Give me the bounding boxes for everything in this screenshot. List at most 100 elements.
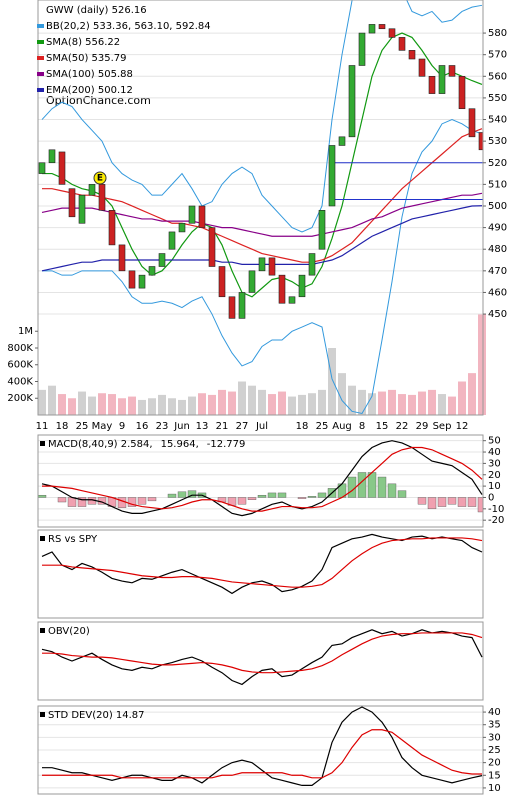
x-tick-label: 18	[56, 421, 69, 432]
indicator-line	[42, 537, 483, 588]
y2-tick-label: 1M	[18, 326, 33, 337]
legend-label: SMA(8) 556.22	[46, 37, 120, 48]
x-tick-label: Sep	[433, 421, 452, 432]
histogram-bar	[317, 492, 327, 498]
histogram-bar	[357, 472, 367, 498]
candle	[68, 188, 76, 218]
histogram-bar	[247, 497, 257, 500]
x-tick-label: 25	[76, 421, 89, 432]
volume-bar	[78, 391, 86, 415]
legend-swatch	[40, 536, 45, 541]
candle	[48, 149, 56, 164]
volume-bar	[228, 391, 236, 415]
volume-bar	[98, 393, 106, 415]
candle	[458, 75, 466, 110]
y-tick-label: 40	[488, 707, 501, 718]
volume-bar	[238, 381, 246, 415]
candle	[308, 253, 316, 276]
legend-swatch	[37, 24, 44, 28]
y-tick-label: 550	[488, 93, 507, 104]
histogram-bar	[127, 497, 137, 507]
volume-bar	[168, 398, 176, 415]
candle	[428, 75, 436, 94]
volume-bar	[368, 393, 376, 415]
x-tick-label: 12	[456, 421, 469, 432]
indicator-line	[41, 629, 483, 686]
histogram-bar	[177, 491, 187, 498]
histogram-bar	[367, 472, 377, 498]
legend-label: EMA(200) 500.12	[46, 85, 133, 96]
candle	[418, 58, 426, 77]
panel-frame	[37, 434, 484, 528]
histogram-bar	[187, 490, 197, 498]
x-tick-label: 15	[376, 421, 389, 432]
candle	[88, 184, 96, 196]
volume-bar	[408, 394, 416, 415]
y-tick-label: 470	[488, 266, 507, 277]
volume-bar	[318, 389, 326, 415]
y-tick-label: 35	[488, 720, 501, 731]
candle	[268, 257, 276, 276]
x-tick-label: 8	[359, 421, 365, 432]
histogram-bar	[267, 492, 277, 498]
legend-swatch	[37, 88, 44, 92]
volume-bar	[38, 389, 46, 415]
histogram-bar	[147, 497, 157, 502]
histogram-bar	[137, 497, 147, 505]
x-tick-label: Jul	[255, 421, 268, 432]
volume-bar	[338, 373, 346, 415]
volume-bar	[128, 396, 136, 415]
histogram-bar	[57, 497, 67, 503]
histogram-bar	[387, 483, 397, 498]
volume-bar	[438, 394, 446, 415]
histogram-bar	[437, 497, 447, 507]
band-lower	[42, 118, 483, 415]
candle	[288, 296, 296, 304]
histogram-bar	[347, 476, 357, 498]
watermark: OptionChance.com	[46, 94, 151, 107]
y-tick-label: 50	[488, 436, 501, 447]
x-tick-label: May	[92, 421, 113, 432]
histogram-bar	[67, 497, 77, 507]
candle	[128, 270, 136, 289]
y2-tick-label: 200K	[7, 393, 33, 404]
volume-bar	[448, 396, 456, 415]
candle	[58, 151, 66, 185]
candle	[298, 274, 306, 298]
y-tick-label: 490	[488, 223, 507, 234]
y-tick-label: 10	[488, 481, 501, 492]
histogram-bar	[447, 497, 457, 505]
candle	[358, 32, 366, 66]
ma-line	[42, 128, 483, 263]
candle	[448, 65, 456, 77]
y-tick-label: 480	[488, 244, 507, 255]
x-tick-label: Jun	[173, 421, 190, 432]
histogram-bar	[417, 497, 427, 505]
y-tick-label: 0	[488, 492, 494, 503]
y2-tick-label: 600K	[7, 360, 33, 371]
histogram-bar	[397, 490, 407, 498]
y-tick-label: 460	[488, 287, 507, 298]
legend-label: 15.964,	[161, 439, 199, 450]
candle	[218, 266, 226, 298]
indicator-line	[42, 706, 483, 787]
volume-bar	[418, 391, 426, 415]
candle	[248, 270, 256, 293]
volume-bar	[458, 381, 466, 415]
y-tick-label: 25	[488, 745, 501, 756]
y-tick-label: 15	[488, 770, 501, 781]
candle	[258, 257, 266, 272]
y-tick-label: 20	[488, 758, 501, 769]
x-tick-label: 18	[296, 421, 309, 432]
band-upper	[41, 0, 483, 233]
y-tick-label: 580	[488, 28, 507, 39]
legend-swatch	[37, 56, 44, 60]
volume-bar	[308, 393, 316, 415]
legend-swatch	[37, 40, 44, 44]
histogram-bar	[77, 497, 87, 507]
earnings-marker	[93, 171, 107, 185]
y-tick-label: 570	[488, 50, 507, 61]
volume-bar	[298, 394, 306, 415]
legend-swatch	[40, 628, 45, 633]
